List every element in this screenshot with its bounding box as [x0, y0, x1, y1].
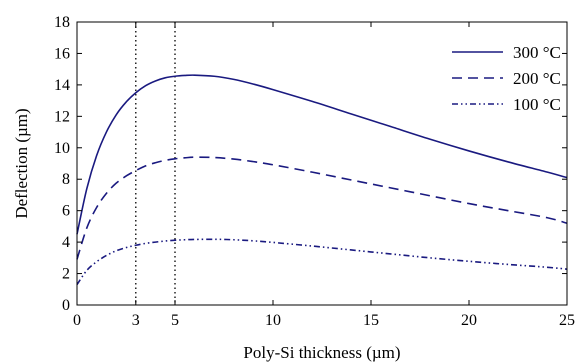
x-tick-label: 25 — [559, 312, 575, 329]
axis-ticks: 0 3 5 10 15 20 25 0 2 4 6 8 10 12 14 16 18 — [54, 14, 575, 329]
y-tick-label: 0 — [62, 297, 70, 314]
legend-label-1: 300 °C — [513, 43, 561, 62]
y-tick-label: 6 — [62, 203, 70, 220]
legend-label-2: 200 °C — [513, 69, 561, 88]
plot-frame — [76, 21, 568, 306]
y-tick-label: 12 — [54, 108, 70, 125]
y-tick-label: 4 — [62, 234, 70, 251]
y-tick-label: 2 — [62, 266, 70, 283]
y-tick-label: 14 — [54, 77, 70, 94]
series-lines — [76, 74, 568, 286]
y-tick-label: 16 — [54, 45, 70, 62]
series-line-2 — [76, 156, 568, 260]
x-tick-label: 20 — [461, 312, 477, 329]
legend: 300 °C 200 °C 100 °C — [452, 43, 561, 114]
x-tick-label: 10 — [265, 312, 281, 329]
legend-label-3: 100 °C — [513, 95, 561, 114]
x-axis-label: Poly-Si thickness (µm) — [243, 343, 400, 362]
y-axis-label: Deflection (µm) — [12, 108, 31, 218]
x-tick-label: 0 — [73, 312, 81, 329]
y-tick-label: 8 — [62, 171, 70, 188]
x-tick-label: 3 — [132, 312, 140, 329]
series-line-3 — [76, 238, 568, 286]
x-tick-label: 15 — [363, 312, 379, 329]
series-line-1 — [76, 74, 568, 235]
y-tick-label: 10 — [54, 140, 70, 157]
y-tick-label: 18 — [54, 14, 70, 31]
x-tick-label: 5 — [171, 312, 179, 329]
